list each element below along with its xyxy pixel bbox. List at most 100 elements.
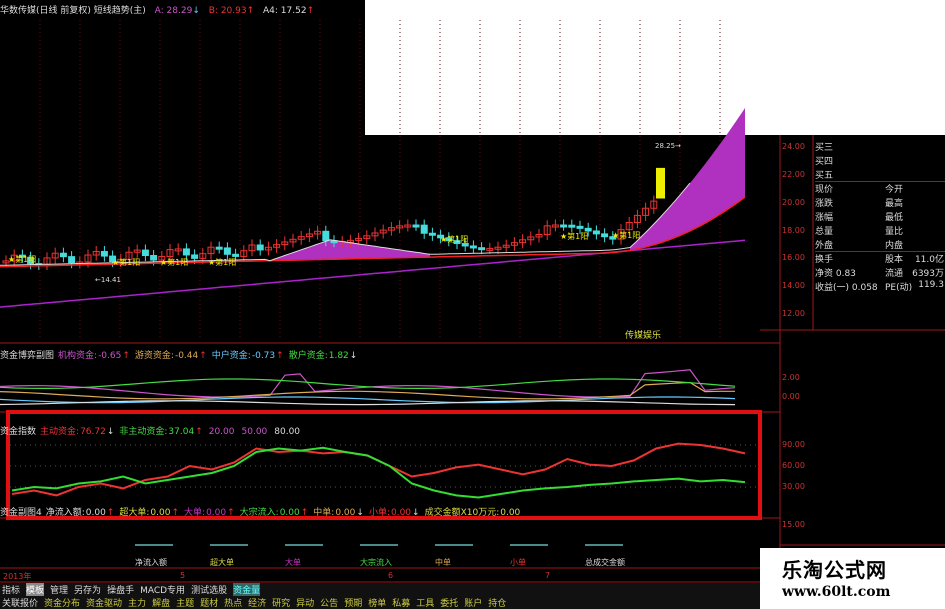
indicator-item: 游资资金:-0.44↑ [135,351,208,361]
candle-body [461,243,469,247]
candle-body [633,214,641,224]
candle-body [568,224,576,228]
quote-cell: 买五 [815,171,834,181]
indicator-arrow: ↑ [227,508,235,518]
ma-white-line [0,182,691,266]
candle-body [84,254,92,263]
candle-body [510,242,518,246]
fund-lines [0,369,736,406]
candle-body [396,225,404,229]
index-axis-label: 60.00 [782,461,805,470]
info-tab-9[interactable]: 研究 [272,599,291,609]
info-tab-1[interactable]: 资金分布 [44,599,81,609]
candle-body [207,246,215,255]
info-tab-3[interactable]: 主力 [128,599,147,609]
trend-band-fill [630,108,745,251]
candle-body [453,240,461,245]
tab-6[interactable]: 测试选股 [191,586,228,596]
highlight-box [6,410,762,520]
candle-body [519,239,527,244]
candle-body [371,232,379,237]
candle-body [100,251,108,257]
candle-body [494,246,502,250]
info-tab-16[interactable]: 委托 [440,599,459,609]
tab-2[interactable]: 管理 [50,586,69,596]
tab-4[interactable]: 操盘手 [107,586,135,596]
info-tab-8[interactable]: 经济 [248,599,267,609]
info-tab-10[interactable]: 异动 [296,599,315,609]
quote-cell: 119.3 [918,280,944,290]
info-tab-0[interactable]: 关联报价 [2,599,39,609]
legend-label: 大宗流入 [360,558,392,567]
info-tab-12[interactable]: 预期 [344,599,363,609]
candle-body [109,255,117,262]
info-tab-5[interactable]: 主题 [176,599,195,609]
indicator-item: 散户资金:1.82↓ [289,351,359,361]
info-tab-18[interactable]: 持仓 [488,599,507,609]
candle-body [281,241,289,246]
candle-body [625,222,633,231]
info-tab-4[interactable]: 解盘 [152,599,171,609]
price-axis-label: 16.00 [782,253,805,263]
tab-5[interactable]: MACD专用 [140,586,186,596]
candle-body [412,224,420,228]
quote-cell: 收益(一) 0.058 [815,283,878,293]
indicator-value: -0.73 [251,351,276,361]
indicator-label: 中单: [313,508,335,518]
quote-row: 涨跌 最高 [815,196,945,210]
candle-body [650,200,658,209]
indicator-label: 中户资金: [211,351,251,361]
quote-cell: 换手 [815,255,834,265]
info-tab-11[interactable]: 公告 [320,599,339,609]
indicator-arrow: ↓ [349,351,358,361]
signal-label: ★第1阳 [208,257,237,267]
indicator-label: 机构资金: [58,351,98,361]
info-tab-6[interactable]: 题材 [200,599,219,609]
candle-body [141,249,149,257]
candle-body [535,234,543,238]
index-panel-title: 资金指数 [0,427,37,437]
quote-cell: 11.0亿 [914,255,944,265]
indicator-item: 中户资金:-0.73↑ [212,351,285,361]
legend-label: 大单 [285,558,301,567]
candle-body [656,167,665,199]
indicator-arrow: ↑ [199,351,207,361]
info-tab-2[interactable]: 资金驱动 [86,599,123,609]
info-tab-15[interactable]: 工具 [416,599,435,609]
tab-7[interactable]: 资金量 [233,583,261,596]
candle-body [59,252,67,258]
candle-body [264,246,272,251]
info-tab-14[interactable]: 私募 [392,599,411,609]
candle-body [642,207,650,216]
indicator-item: 小单:0.00↓ [369,508,421,518]
time-axis-label: 7 [545,571,551,580]
indicator-arrow: ↑ [276,351,284,361]
indicator-value: 0.00 [85,508,106,518]
candle-body [576,225,584,229]
time-axis-label: 2013年 [3,572,32,581]
indicator-item: 净流入额:0.00↑ [46,508,116,518]
candle-body [592,230,600,235]
candle-body [240,250,248,257]
info-tab-13[interactable]: 榜单 [368,599,387,609]
up-arrow-icon: ↑ [246,6,255,16]
info-tab-17[interactable]: 账户 [464,599,483,609]
ma-red-line [0,196,746,268]
info-tabs: 关联报价 资金分布 资金驱动 主力 解盘 主题 题材 热点 经济 研究 异动 公告 预期 榜单 私募 工具 委托… [0,596,760,609]
blank-area [365,0,945,135]
candle-body [158,256,166,261]
fund-line [0,400,736,406]
watermark-url: www.60lt.com [782,584,891,600]
info-tab-7[interactable]: 热点 [224,599,243,609]
candle-body [215,246,223,250]
tab-1[interactable]: 模板 [26,583,45,596]
flow-axis-label: 15.00 [782,520,805,529]
down-arrow-icon: ↓ [192,6,200,16]
candle-body [609,236,617,240]
indicator-item: 大单:0.00↑ [184,508,236,518]
candle-body [584,227,592,232]
fund-axis-label: 0.00 [782,392,800,401]
tab-3[interactable]: 另存为 [74,586,102,596]
tab-0[interactable]: 指标 [2,586,21,596]
candle-body [322,230,330,242]
